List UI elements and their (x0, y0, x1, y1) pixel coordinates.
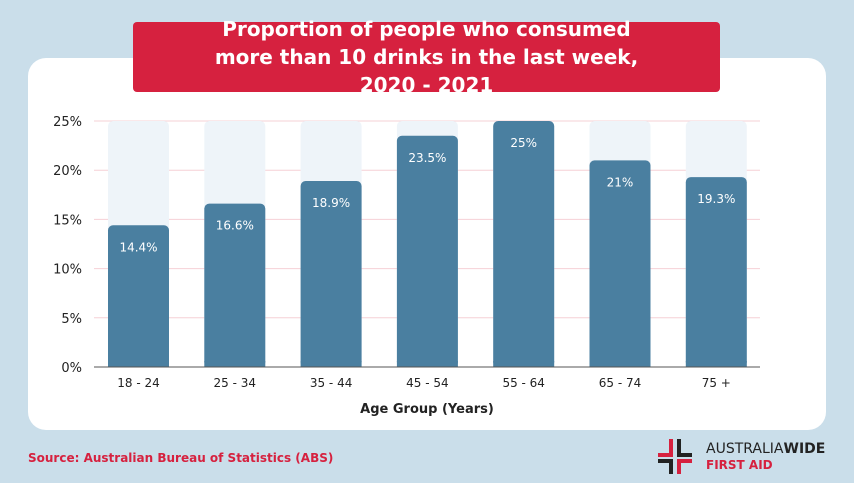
logo-cross-icon (658, 439, 692, 474)
y-tick-label: 25% (53, 115, 82, 130)
bar (108, 225, 169, 367)
data-label: 19.3% (697, 192, 735, 206)
bar (685, 177, 747, 367)
bar-base (300, 361, 362, 367)
bar-base (108, 361, 169, 367)
source-text: Source: Australian Bureau of Statistics … (28, 451, 334, 465)
bar (396, 135, 458, 367)
x-axis-title: Age Group (Years) (360, 402, 494, 417)
x-tick-label: 75 + (702, 376, 731, 390)
x-tick-label: 35 - 44 (310, 376, 353, 390)
data-label: 14.4% (119, 240, 157, 254)
y-tick-label: 0% (61, 361, 82, 376)
bar-base (589, 361, 651, 367)
y-tick-label: 5% (61, 312, 82, 327)
logo: AUSTRALIAWIDE FIRST AID (656, 437, 846, 477)
data-label: 23.5% (408, 151, 446, 165)
x-tick-label: 25 - 34 (214, 376, 257, 390)
x-tick-label: 18 - 24 (117, 376, 160, 390)
bar-base (204, 361, 266, 367)
data-label: 21% (607, 175, 634, 189)
x-tick-label: 45 - 54 (406, 376, 449, 390)
x-tick-label: 65 - 74 (599, 376, 642, 390)
y-tick-label: 15% (53, 213, 82, 228)
bar (589, 160, 651, 367)
data-label: 25% (510, 136, 537, 150)
y-tick-label: 10% (53, 263, 82, 278)
bar (300, 181, 362, 367)
y-tick-label: 20% (53, 164, 82, 179)
bar-base (685, 361, 747, 367)
data-label: 16.6% (216, 219, 254, 233)
data-label: 18.9% (312, 196, 350, 210)
chart-title: Proportion of people who consumed more t… (133, 17, 720, 97)
bar-base (396, 361, 458, 367)
bar-base (493, 361, 555, 367)
x-tick-label: 55 - 64 (502, 376, 545, 390)
bar (204, 203, 266, 367)
bar (493, 121, 555, 367)
